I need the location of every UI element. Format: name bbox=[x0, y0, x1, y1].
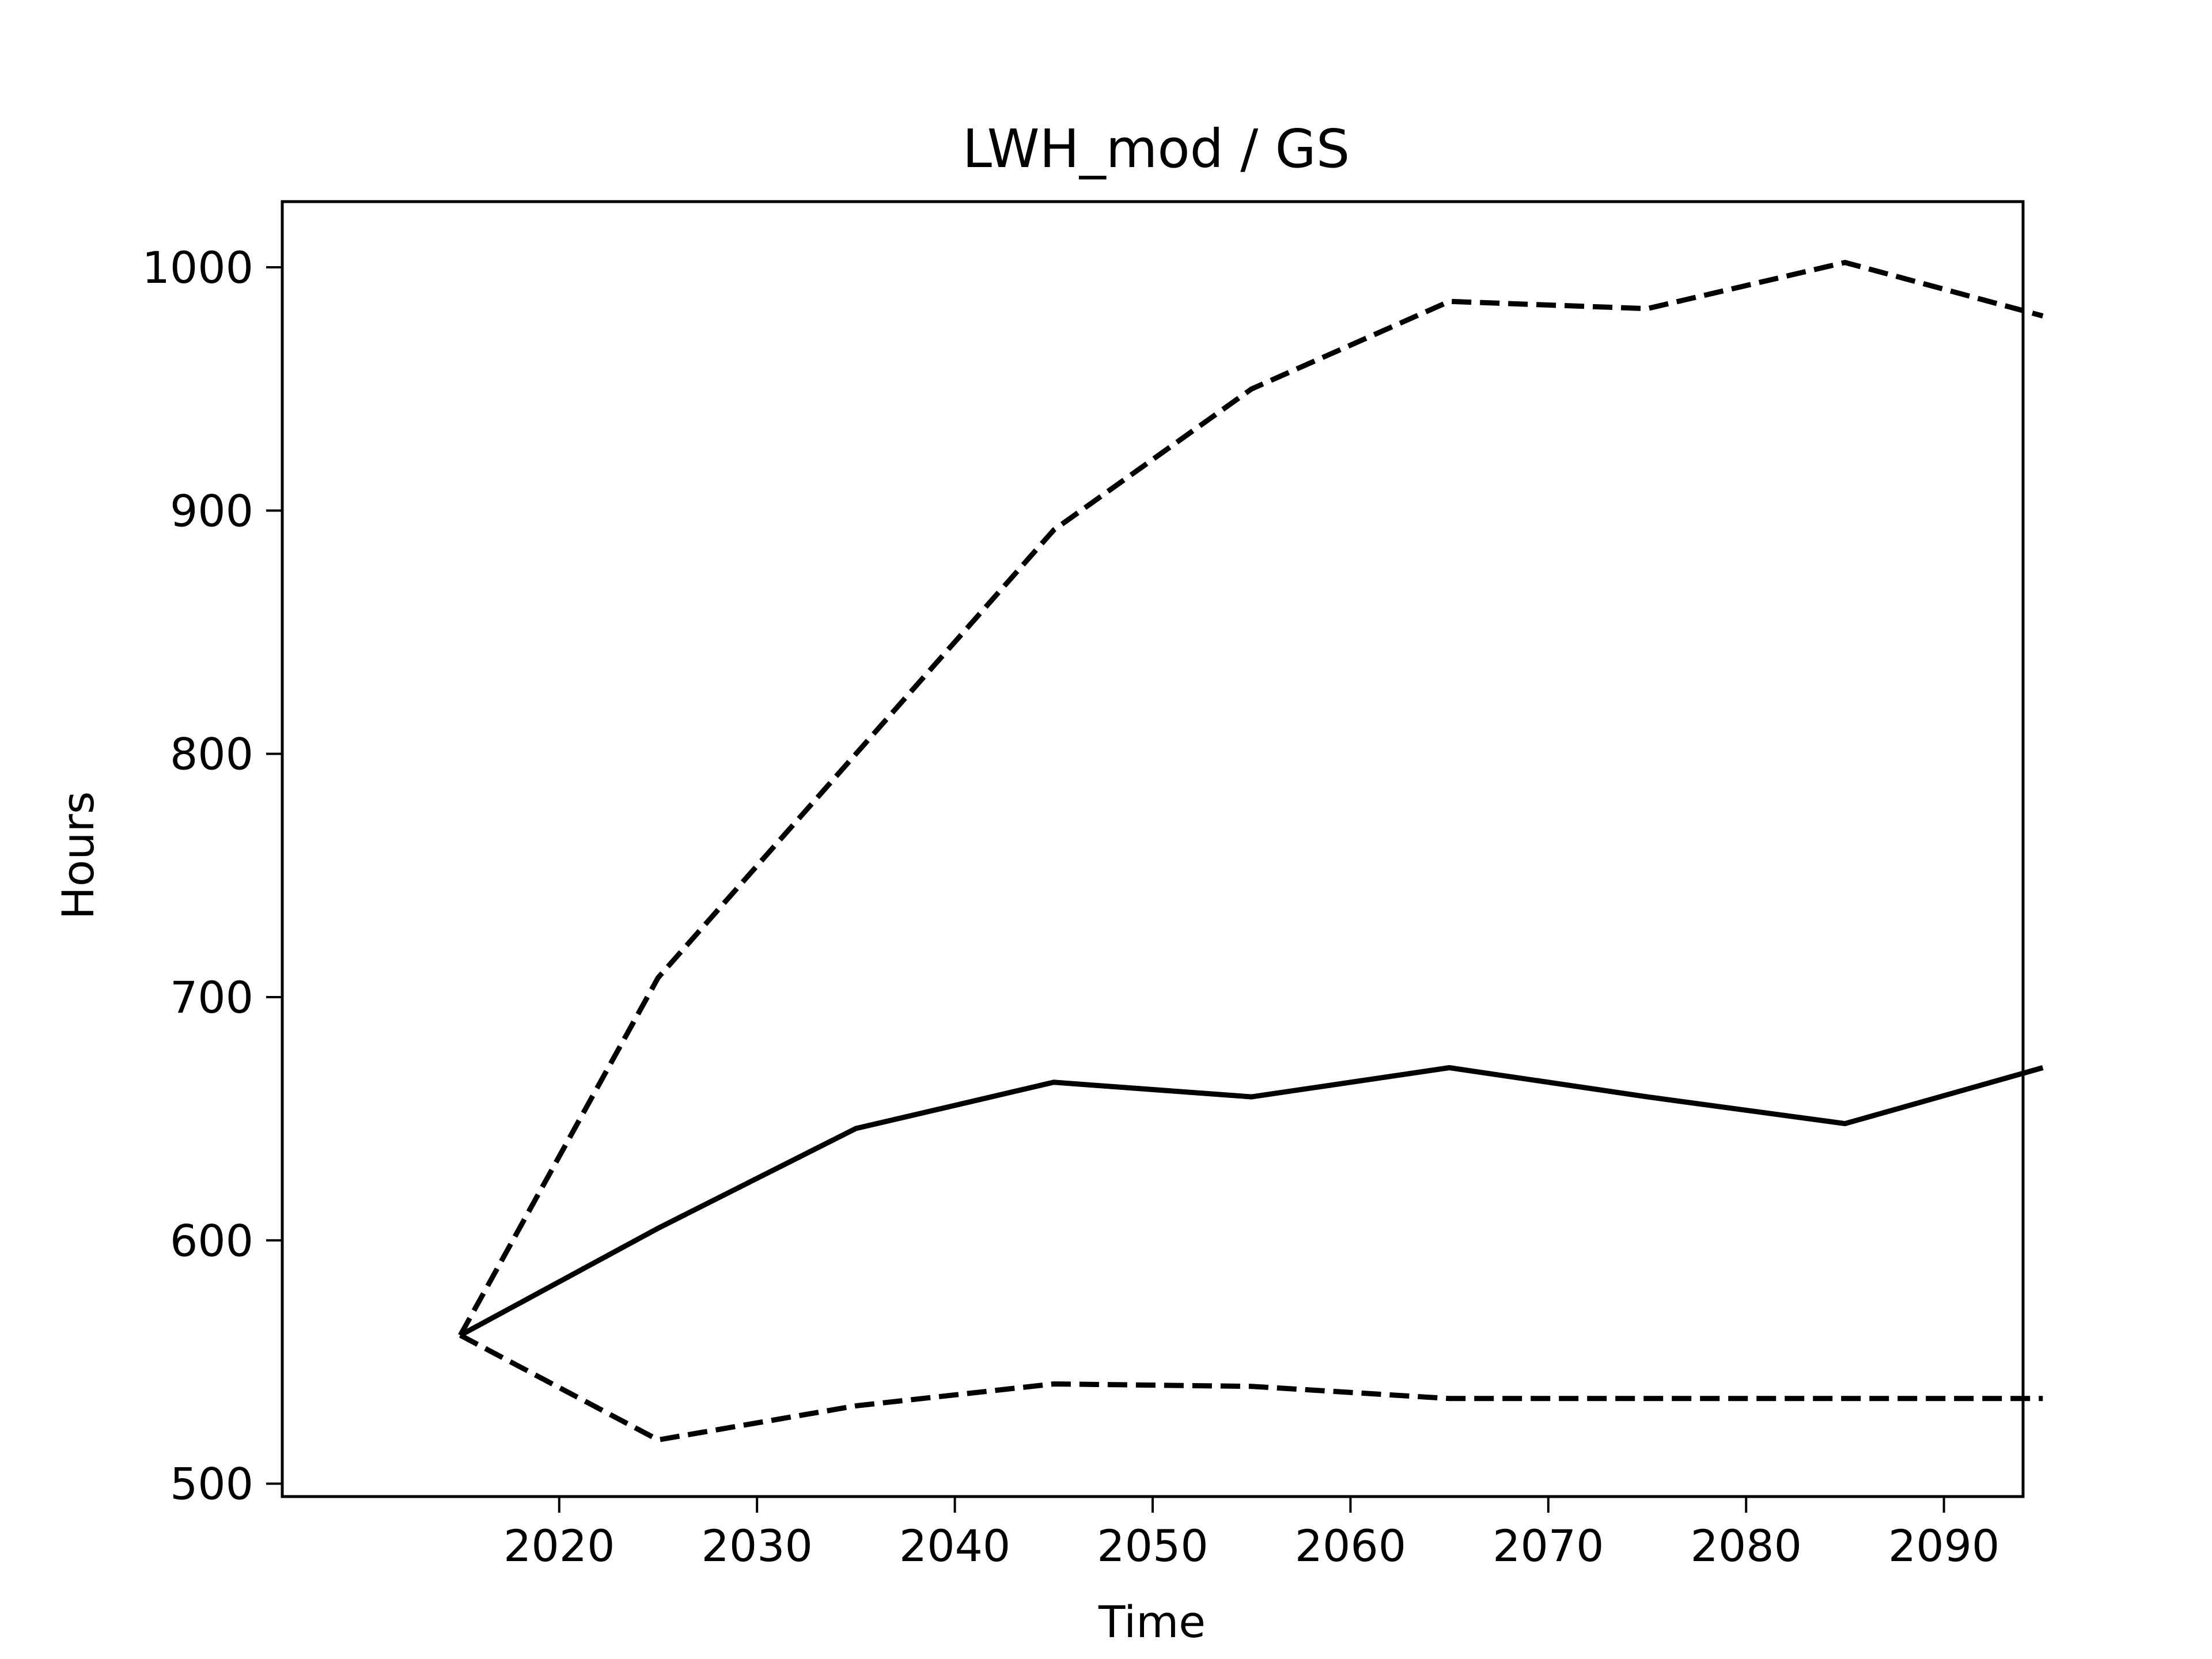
x-axis-label: Time bbox=[1098, 1596, 1206, 1647]
y-tick-label: 500 bbox=[170, 1459, 253, 1510]
y-tick-label: 1000 bbox=[142, 242, 253, 293]
y-tick-label: 900 bbox=[170, 485, 253, 536]
dashed-series-line-1 bbox=[458, 260, 2044, 1337]
series-lines bbox=[458, 260, 2044, 1443]
x-tick-label: 2070 bbox=[1493, 1520, 1604, 1571]
x-tick-label: 2020 bbox=[503, 1520, 615, 1571]
y-axis-ticks: 500 600 700 800 900 1000 bbox=[142, 242, 282, 1510]
y-axis-label: Hours bbox=[52, 791, 104, 920]
x-tick-label: 2090 bbox=[1888, 1520, 1999, 1571]
x-tick-label: 2060 bbox=[1295, 1520, 1406, 1571]
x-axis-ticks: 2020 2030 2040 2050 2060 2070 2080 2090 bbox=[503, 1497, 1999, 1571]
x-tick-label: 2080 bbox=[1691, 1520, 1802, 1571]
x-tick-label: 2050 bbox=[1097, 1520, 1208, 1571]
plot-area-frame bbox=[281, 200, 2025, 1498]
x-tick-label: 2040 bbox=[899, 1520, 1010, 1571]
solid-series-line-0 bbox=[459, 1065, 2044, 1338]
dashed-series-line-2 bbox=[459, 1333, 2043, 1443]
y-tick-label: 800 bbox=[170, 729, 253, 780]
x-tick-label: 2030 bbox=[701, 1520, 812, 1571]
chart-title: LWH_mod / GS bbox=[963, 118, 1350, 180]
y-tick-label: 700 bbox=[170, 972, 253, 1023]
y-tick-label: 600 bbox=[170, 1215, 253, 1266]
